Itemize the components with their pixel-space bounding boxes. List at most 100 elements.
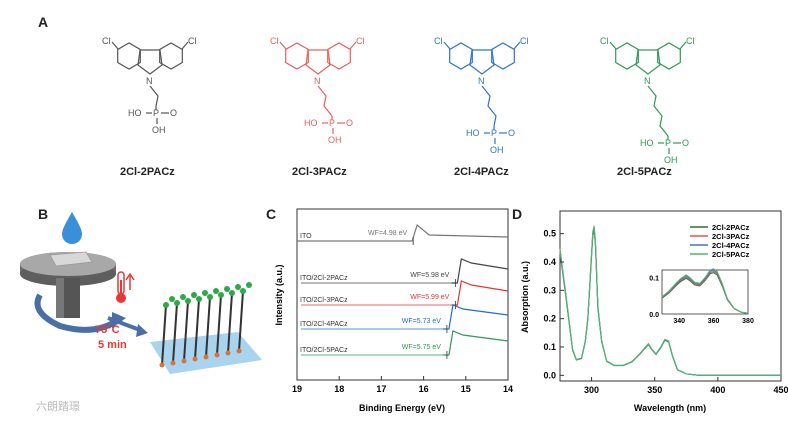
abs-xtick-label: 400 [710,385,725,395]
atom-ho: HO [128,108,142,118]
abs-series-line [559,225,781,376]
atom-n: N [146,76,153,86]
sam-headgroup [213,288,219,294]
ups-series-line [451,258,509,284]
abs-inset-xtick-label: 380 [742,318,754,325]
ups-series-line [442,330,509,356]
thermometer-icon [116,271,135,303]
sam-anchor [214,352,220,358]
spin-coating-schematic [20,212,262,374]
atom-cl: Cl [520,36,529,46]
panel-label-c: C [266,206,277,222]
ups-xtick-label: 14 [503,384,513,394]
atom-ho: HO [640,138,654,148]
abs-ytick-label: 0.2 [543,314,556,324]
abs-inset-xtick-label: 340 [673,318,685,325]
abs-ytick-label: 0.0 [543,370,556,380]
sam-anchor [159,362,165,368]
atom-cl: Cl [188,36,197,46]
sam-anchor [236,348,242,354]
sam-headgroup [224,286,230,292]
ups-xtick-label: 16 [419,384,429,394]
sam-molecule [172,302,178,364]
panel-label-a: A [38,14,49,30]
atom-p: P [329,118,335,128]
sam-headgroup [180,294,186,300]
atom-cl: Cl [686,36,695,46]
atom-o: O [346,118,353,128]
sam-headgroup [196,296,202,302]
sam-molecule [205,296,211,358]
ups-wf-label: WF=5.75 eV [402,344,441,351]
sam-anchor [170,360,176,366]
atom-o: O [170,108,177,118]
molecule-2cl-2pacz: Cl Cl N P O HO OH [102,36,197,135]
sam-headgroup [218,292,224,298]
ups-wf-label: WF=5.98 eV [410,272,449,279]
abs-xtick-label: 450 [773,385,788,395]
molecule-name-2pacz: 2Cl-2PACz [120,166,175,178]
atom-ho: HO [466,128,480,138]
atom-cl: Cl [356,36,365,46]
sam-molecule [238,290,244,352]
panel-label-d: D [512,206,523,222]
ups-xlabel: Binding Energy (eV) [359,403,445,413]
abs-inset-line [661,268,749,314]
atom-cl: Cl [434,36,443,46]
sam-molecule [216,294,222,356]
ups-chart: ITO WF=4.98 eV ITO/2Cl-2PACz WF=5.98 eV ITO/… [274,208,513,413]
sam-headgroup [202,290,208,296]
ups-xtick-label: 17 [376,384,386,394]
sam-headgroup [163,302,169,308]
atom-oh: OH [328,135,342,145]
molecule-name-3pacz: 2Cl-3PACz [292,166,347,178]
sam-headgroup [240,288,246,294]
watermark-text: 六朗踏璟 [36,401,80,413]
ups-wf-label: WF=5.99 eV [410,294,449,301]
temperature-label: 75°C [95,324,120,336]
ups-xtick-label: 19 [292,384,302,394]
atom-oh: OH [490,145,504,155]
ups-xtick-label: 15 [461,384,471,394]
ups-series-line [451,280,509,306]
abs-ytick-label: 0.3 [543,285,556,295]
atom-o: O [508,128,515,138]
abs-ylabel: Absorption (a.u.) [520,261,530,333]
abs-inset-frame [661,269,749,315]
ups-series-label: ITO [300,233,312,240]
atom-n: N [314,76,321,86]
sam-headgroup [235,284,241,290]
abs-xtick-label: 350 [647,385,662,395]
abs-inset-xtick-label: 360 [708,318,720,325]
ups-series-line [442,304,509,330]
ups-series-label: ITO/2Cl-4PACz [300,321,348,328]
abs-xlabel: Wavelength (nm) [634,403,706,413]
sam-headgroup [169,296,175,302]
sam-molecule [161,304,167,366]
molecule-2cl-3pacz: Cl Cl N P O HO OH [270,36,365,145]
abs-inset-ytick-label: 0.0 [649,312,659,319]
atom-cl: Cl [600,36,609,46]
molecule-name-4pacz: 2Cl-4PACz [454,166,509,178]
abs-inset-ytick-label: 0.1 [649,275,659,282]
droplet-icon [62,212,82,244]
panel-label-b: B [38,206,49,222]
atom-n: N [644,76,651,86]
sam-anchor [192,356,198,362]
abs-legend-label: 2Cl-2PACz [712,223,750,232]
atom-p: P [491,128,497,138]
molecule-2cl-4pacz: Cl Cl N P O HO OH [434,36,529,155]
atom-cl: Cl [102,36,111,46]
sam-anchor [181,358,187,364]
ups-series-label: ITO/2Cl-2PACz [300,275,348,282]
sam-headgroup [207,294,213,300]
ups-xtick-label: 18 [334,384,344,394]
atom-cl: Cl [270,36,279,46]
ups-series-label: ITO/2Cl-5PACz [300,347,348,354]
abs-legend-label: 2Cl-3PACz [712,232,750,241]
sam-anchor [225,350,231,356]
abs-legend-label: 2Cl-5PACz [712,250,750,259]
time-label: 5 min [98,339,127,351]
absorption-chart: 300 350 400 450 0.0 0.1 0.2 0.3 0.4 0.5 2Cl-2PACz… [520,210,788,413]
